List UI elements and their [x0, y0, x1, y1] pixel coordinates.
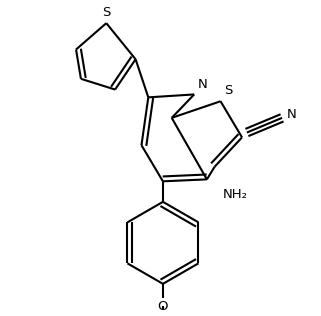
- Text: N: N: [287, 108, 297, 121]
- Text: S: S: [102, 6, 110, 19]
- Text: N: N: [198, 77, 208, 90]
- Text: S: S: [224, 84, 233, 97]
- Text: O: O: [158, 301, 168, 313]
- Text: NH₂: NH₂: [222, 188, 247, 201]
